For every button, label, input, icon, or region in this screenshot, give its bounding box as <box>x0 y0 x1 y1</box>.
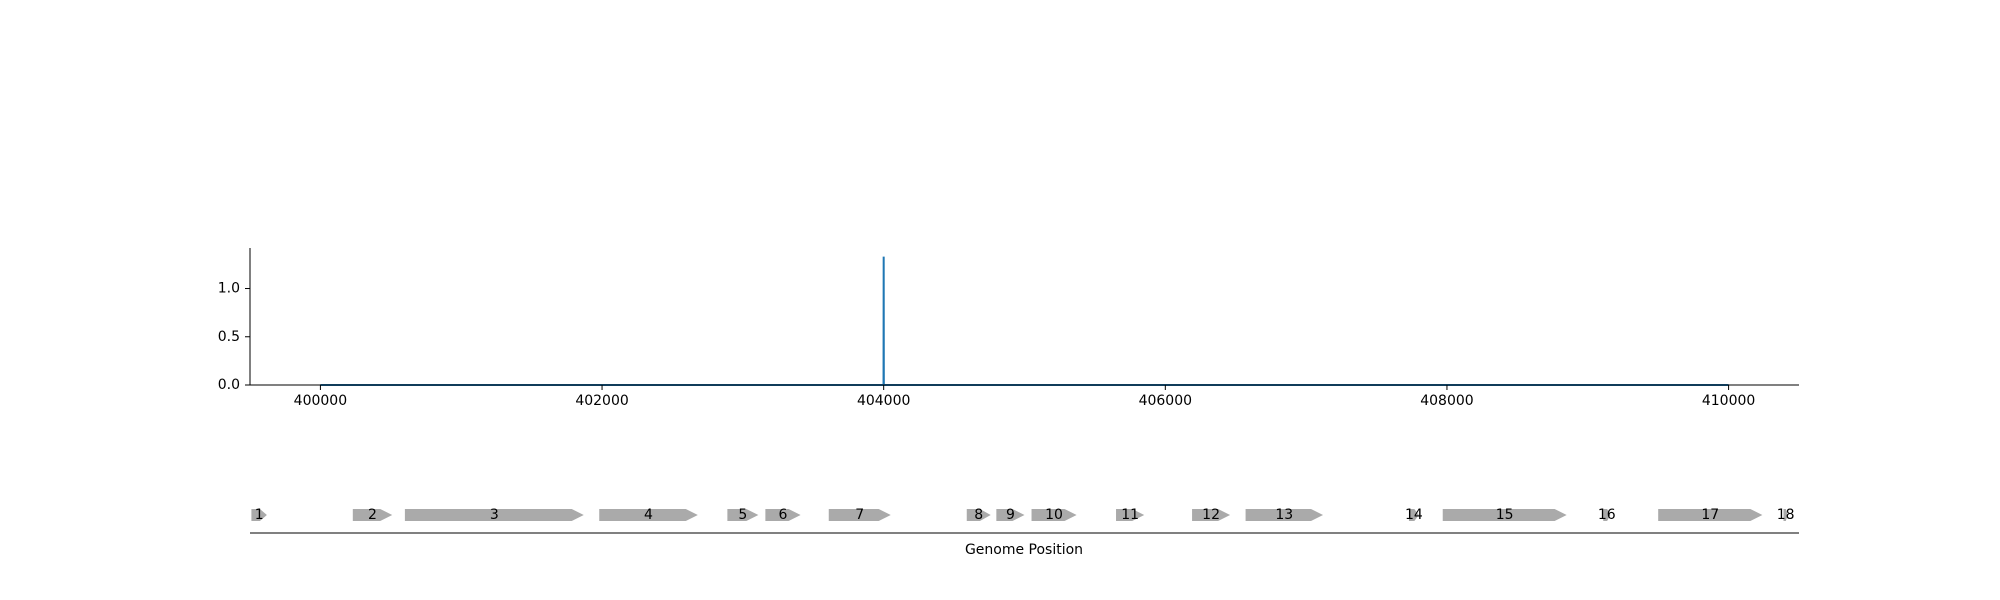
gene-label-13: 13 <box>1275 507 1293 523</box>
y-tick-label: 0.5 <box>218 329 240 345</box>
gene-arrow-10 <box>1031 509 1077 521</box>
x-ticks: 400000 402000 404000 406000 408000 410000 <box>294 385 1755 409</box>
x-tick-label: 400000 <box>294 393 347 409</box>
gene-label-6: 6 <box>779 507 788 523</box>
gene-arrow-12 <box>1192 509 1231 521</box>
x-tick-label: 408000 <box>1420 393 1473 409</box>
gene-arrow-16 <box>1603 509 1611 521</box>
gene-label-4: 4 <box>644 507 653 523</box>
gene-label-1: 1 <box>255 507 264 523</box>
y-tick-label: 1.0 <box>218 281 240 297</box>
gene-arrow-18 <box>1783 509 1788 521</box>
gene-label-10: 10 <box>1045 507 1063 523</box>
gene-label-3: 3 <box>490 507 499 523</box>
x-tick-label: 404000 <box>857 393 910 409</box>
gene-arrow-3 <box>404 509 584 521</box>
gene-arrow-2 <box>352 509 393 521</box>
gene-label-14: 14 <box>1405 507 1423 523</box>
signal-line-1 <box>320 256 1729 386</box>
gene-arrow-17 <box>1658 509 1763 521</box>
gene-arrow-6 <box>765 509 801 521</box>
signal-plot: 0.0 0.5 1.0 400000 402000 404000 406000 408000… <box>218 248 1799 409</box>
gene-arrow-9 <box>996 509 1025 521</box>
gene-arrow-4 <box>599 509 698 521</box>
gene-arrow-7 <box>828 509 891 521</box>
gene-label-16: 16 <box>1598 507 1616 523</box>
gene-label-18: 18 <box>1777 507 1795 523</box>
gene-label-2: 2 <box>368 507 377 523</box>
gene-arrow-13 <box>1245 509 1324 521</box>
gene-label-5: 5 <box>738 507 747 523</box>
gene-arrow-14 <box>1408 509 1419 521</box>
gene-arrow-1 <box>251 509 267 521</box>
gene-label-7: 7 <box>855 507 864 523</box>
genome-position-label: Genome Position <box>965 542 1083 558</box>
gene-track: 1 2 3 4 5 6 7 8 9 10 11 12 13 14 15 16 17 18 Genome Posit… <box>250 507 1799 558</box>
gene-label-17: 17 <box>1701 507 1719 523</box>
gene-label-9: 9 <box>1006 507 1015 523</box>
signal-series <box>320 256 1729 386</box>
x-tick-label: 402000 <box>575 393 628 409</box>
y-ticks: 0.0 0.5 1.0 <box>218 281 250 393</box>
gene-arrow-8 <box>966 509 991 521</box>
x-tick-label: 410000 <box>1702 393 1755 409</box>
gene-arrow-5 <box>727 509 759 521</box>
gene-label-12: 12 <box>1202 507 1220 523</box>
gene-label-8: 8 <box>974 507 983 523</box>
gene-arrow-15 <box>1442 509 1567 521</box>
gene-label-15: 15 <box>1496 507 1514 523</box>
gene-label-11: 11 <box>1121 507 1139 523</box>
gene-arrow-11 <box>1116 509 1145 521</box>
genes: 1 2 3 4 5 6 7 8 9 10 11 12 13 14 15 16 17 18 <box>251 507 1795 523</box>
x-tick-label: 406000 <box>1139 393 1192 409</box>
y-tick-label: 0.0 <box>218 377 240 393</box>
